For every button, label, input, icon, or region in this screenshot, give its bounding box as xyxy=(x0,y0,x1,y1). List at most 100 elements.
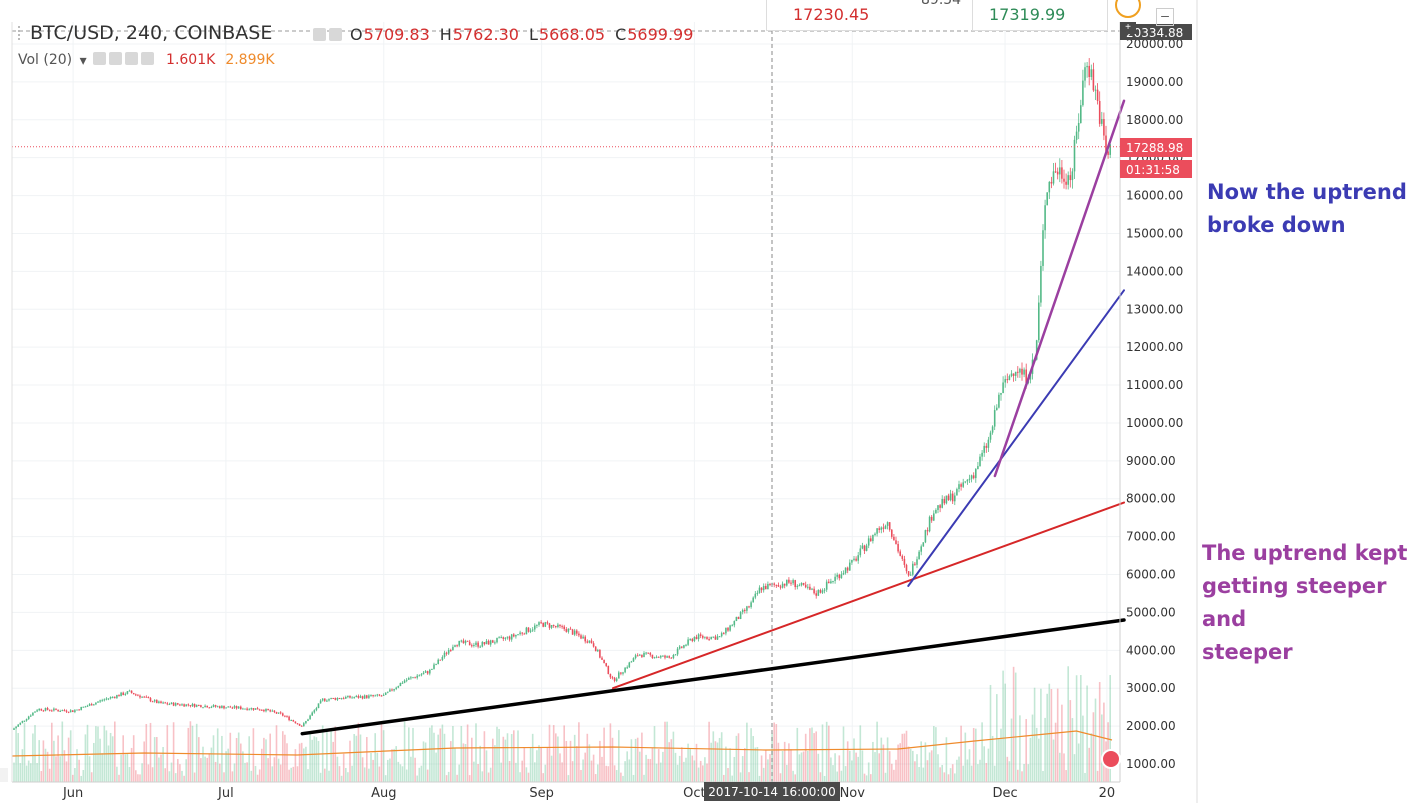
candle-body xyxy=(907,571,910,576)
candle-body xyxy=(494,642,496,644)
volume-plus-icon[interactable] xyxy=(124,52,138,65)
ask-box[interactable]: 17319.99 xyxy=(972,0,1108,31)
candle-body xyxy=(1019,368,1021,373)
volume-bar xyxy=(160,754,162,782)
candle-body xyxy=(775,584,778,586)
candle-body xyxy=(903,558,906,565)
gear-icon[interactable] xyxy=(329,28,342,41)
candle-body xyxy=(95,702,97,705)
candle-body xyxy=(443,652,446,657)
candle-body xyxy=(1023,369,1025,375)
volume-ma-value: 2.899K xyxy=(225,52,275,68)
candle-body xyxy=(135,694,137,696)
volume-bar xyxy=(1067,666,1069,782)
volume-bar xyxy=(706,763,708,782)
price-axis-labels[interactable]: 1000.00 2000.00 3000.00 4000.00 5000.00 6000.… xyxy=(1126,37,1183,771)
volume-bar xyxy=(502,736,505,782)
candle-body xyxy=(794,580,796,588)
candle-body xyxy=(712,636,715,638)
candle-body xyxy=(1080,105,1082,123)
volume-bar xyxy=(256,774,259,782)
volume-bar xyxy=(88,756,91,782)
candle-body xyxy=(655,656,658,658)
volume-eye-icon[interactable] xyxy=(92,52,106,65)
candle-body xyxy=(1088,65,1090,78)
volume-bar xyxy=(324,768,326,782)
volume-bar xyxy=(67,737,70,782)
candle-body xyxy=(678,646,681,649)
volume-bar xyxy=(158,757,160,782)
bid-value: 17230.45 xyxy=(793,5,870,24)
volume-bar xyxy=(935,727,937,782)
volume-bar xyxy=(798,754,801,782)
symbol-title[interactable]: BTC/USD, 240, COINBASE xyxy=(30,22,273,44)
candle-body xyxy=(40,708,43,711)
price-tick-label: 2000.00 xyxy=(1126,719,1176,733)
candle-body xyxy=(853,558,855,560)
volume-bars xyxy=(13,666,1111,782)
candle-body xyxy=(116,695,118,698)
volume-bar xyxy=(872,741,874,782)
volume-bar xyxy=(162,747,164,782)
maximize-button[interactable]: + xyxy=(1120,22,1136,34)
volume-bar xyxy=(756,747,759,782)
volume-bar xyxy=(477,764,479,782)
volume-bar xyxy=(1101,714,1103,782)
candle-body xyxy=(683,645,685,648)
volume-bar xyxy=(851,760,853,782)
candle-body xyxy=(397,686,400,688)
candle-body xyxy=(632,658,635,662)
time-axis-labels[interactable]: Jun Jul Aug Sep Oct Nov Dec 20 xyxy=(62,786,1115,801)
volume-bar xyxy=(334,726,337,782)
volume-bar xyxy=(277,758,280,782)
symbol-header[interactable]: BTC/USD, 240, COINBASE xyxy=(18,22,272,44)
candle-body xyxy=(237,706,240,709)
eye-icon[interactable] xyxy=(313,28,326,41)
close-value: 5699.99 xyxy=(627,25,694,44)
volume-bar xyxy=(767,759,769,782)
chart-settings-icon[interactable] xyxy=(1101,749,1121,769)
volume-bar xyxy=(909,748,912,782)
minimize-button[interactable]: – xyxy=(1156,8,1174,26)
volume-bar xyxy=(372,759,374,782)
candle-body xyxy=(645,652,647,654)
volume-bar xyxy=(494,745,496,782)
candle-body xyxy=(947,495,950,501)
candle-body xyxy=(945,495,948,504)
time-axis-left-arrow[interactable] xyxy=(0,768,8,782)
candle-body xyxy=(431,668,433,670)
candle-body xyxy=(832,580,834,582)
candle-body xyxy=(30,715,32,717)
volume-bar xyxy=(930,750,933,782)
volume-label[interactable]: Vol (20) xyxy=(18,52,73,68)
volume-bar xyxy=(956,759,958,782)
volume-bar xyxy=(296,766,299,782)
volume-close-icon[interactable] xyxy=(140,52,154,65)
volume-chevron-icon[interactable]: ▾ xyxy=(79,53,87,69)
bid-box[interactable]: 17230.45 xyxy=(766,0,902,31)
volume-bar xyxy=(639,751,641,782)
volume-bar xyxy=(781,750,784,782)
volume-gear-icon[interactable] xyxy=(108,52,122,65)
volume-bar xyxy=(567,775,570,782)
candle-body xyxy=(504,637,507,639)
candle-body xyxy=(227,706,229,708)
candle-body xyxy=(949,493,952,501)
volume-bar xyxy=(309,732,311,782)
candle-body xyxy=(781,583,784,588)
candle-body xyxy=(897,543,899,552)
volume-bar xyxy=(347,772,349,782)
volume-bar xyxy=(603,727,605,782)
volume-bar xyxy=(300,742,303,782)
volume-bar xyxy=(741,756,744,782)
volume-bar xyxy=(273,757,276,782)
volume-bar xyxy=(939,767,941,782)
volume-bar xyxy=(193,772,196,782)
chart-drag-icon[interactable] xyxy=(18,26,24,40)
volume-bar xyxy=(536,750,538,782)
info-icon[interactable] xyxy=(1115,0,1141,18)
volume-bar xyxy=(422,741,425,782)
volume-bar xyxy=(849,750,851,782)
volume-bar xyxy=(282,731,284,782)
